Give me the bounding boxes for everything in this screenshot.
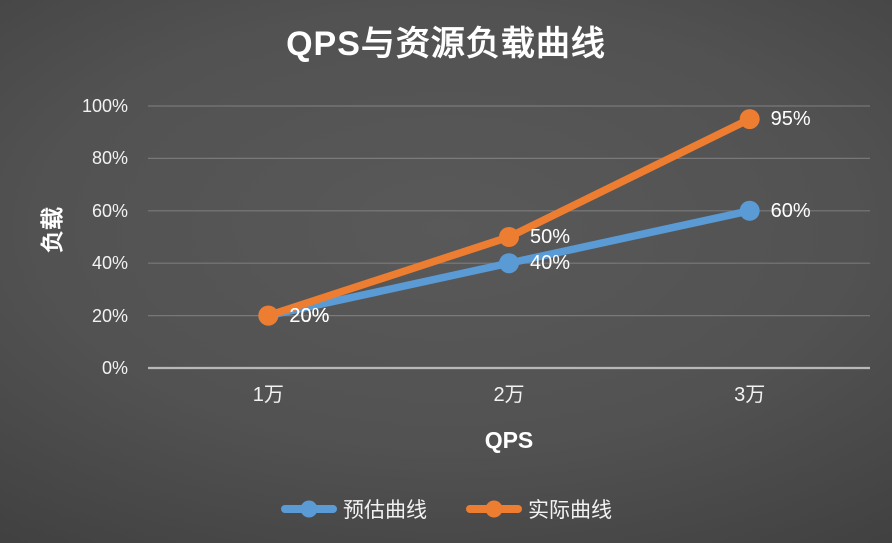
x-tick-label: 3万 bbox=[734, 384, 766, 406]
data-point bbox=[499, 253, 519, 274]
data-point bbox=[258, 305, 279, 326]
legend-marker-icon bbox=[466, 500, 522, 518]
data-label: 95% bbox=[770, 108, 811, 131]
x-tick-label: 1万 bbox=[252, 384, 284, 406]
y-tick-label: 60% bbox=[91, 200, 128, 221]
x-axis-title: QPS bbox=[484, 427, 534, 453]
data-point bbox=[499, 227, 519, 247]
data-point bbox=[739, 200, 760, 221]
legend-label: 实际曲线 bbox=[528, 499, 612, 522]
legend: 预估曲线 实际曲线 bbox=[0, 494, 892, 524]
y-tick-label: 20% bbox=[91, 305, 128, 326]
legend-label: 预估曲线 bbox=[343, 499, 427, 522]
legend-marker-icon bbox=[281, 500, 337, 518]
y-tick-label: 100% bbox=[81, 96, 128, 116]
x-tick-label: 2万 bbox=[493, 384, 525, 406]
chart-title: QPS与资源负载曲线 bbox=[286, 25, 606, 63]
data-label: 60% bbox=[770, 199, 811, 222]
data-label: 40% bbox=[530, 252, 571, 275]
data-point bbox=[739, 109, 760, 130]
data-label: 20% bbox=[289, 304, 330, 327]
legend-item: 实际曲线 bbox=[465, 494, 612, 524]
y-tick-label: 0% bbox=[101, 358, 128, 378]
data-label: 20% bbox=[289, 304, 330, 327]
y-tick-label: 80% bbox=[91, 148, 128, 169]
series-line bbox=[264, 115, 754, 320]
data-label: 50% bbox=[530, 226, 571, 248]
legend-item: 预估曲线 bbox=[280, 494, 427, 524]
y-tick-label: 40% bbox=[91, 253, 128, 274]
